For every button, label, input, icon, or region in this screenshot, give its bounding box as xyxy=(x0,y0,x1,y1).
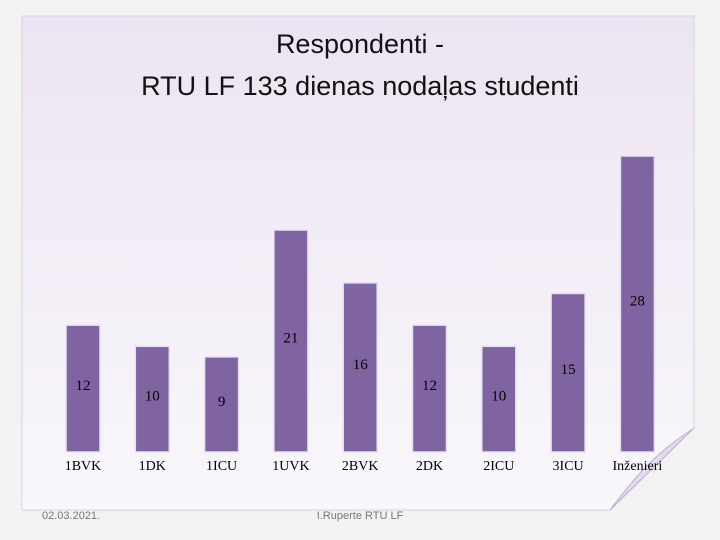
data-label: 15 xyxy=(561,362,576,378)
data-label: 12 xyxy=(76,378,91,394)
data-label: 10 xyxy=(145,389,160,405)
x-tick-label: 1DK xyxy=(139,459,166,474)
data-label: 10 xyxy=(491,389,506,405)
bar xyxy=(550,292,586,453)
bar xyxy=(481,345,517,453)
data-label: 16 xyxy=(353,357,369,373)
page-curl xyxy=(609,427,695,511)
data-label: 21 xyxy=(283,330,298,346)
data-label: 9 xyxy=(218,394,226,410)
x-tick-label: 1UVK xyxy=(272,459,309,474)
chart-title: Respondenti - xyxy=(276,29,444,59)
x-tick-label: 2DK xyxy=(416,459,443,474)
x-tick-label: 3ICU xyxy=(553,459,584,474)
bar xyxy=(65,324,101,453)
x-tick-label: 2BVK xyxy=(342,459,379,474)
bar xyxy=(619,155,656,453)
chart-subtitle: RTU LF 133 dienas nodaļas studenti xyxy=(141,71,579,101)
x-tick-label: 2ICU xyxy=(483,459,514,474)
bar xyxy=(273,229,309,453)
data-label: 28 xyxy=(630,293,645,309)
bar xyxy=(203,356,240,453)
footer-date: 02.03.2021. xyxy=(42,510,100,522)
footer-author: I.Ruperte RTU LF xyxy=(317,510,404,522)
data-label: 12 xyxy=(422,378,437,394)
bar xyxy=(411,324,448,453)
x-tick-label: 1BVK xyxy=(65,459,102,474)
bar xyxy=(134,345,171,453)
bar xyxy=(342,282,378,453)
x-tick-label: Inženieri xyxy=(613,459,663,474)
x-tick-label: 1ICU xyxy=(206,459,237,474)
